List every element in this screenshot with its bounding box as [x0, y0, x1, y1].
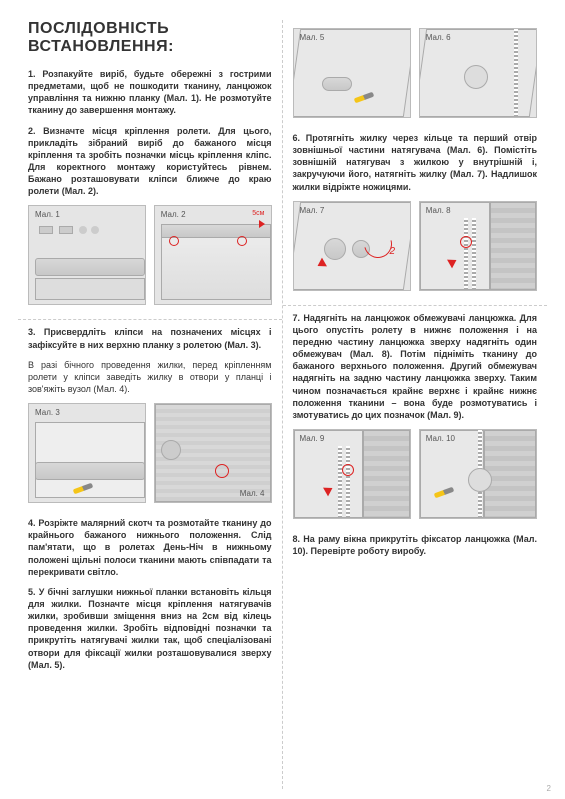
figure-9: Мал. 9: [293, 429, 411, 519]
step-4: 4. Розріжте малярний скотч та розмотайте…: [28, 517, 272, 578]
page-number: 2: [547, 784, 551, 793]
step-3b: В разі бічного проведення жилки, перед к…: [28, 359, 272, 395]
fig-label: Мал. 1: [35, 210, 60, 219]
fig-label: Мал. 2: [161, 210, 186, 219]
fig-label: Мал. 6: [426, 33, 451, 42]
fig-row-9-10: Мал. 9 Мал. 10: [293, 429, 538, 519]
red-num-2: 2: [390, 246, 396, 257]
figure-3: Мал. 3: [28, 403, 146, 503]
figure-1: Мал. 1: [28, 205, 146, 305]
step-2: 2. Визначте місця кріплення ролети. Для …: [28, 125, 272, 198]
dim-5cm: 5см: [252, 210, 264, 217]
fig-row-7-8: Мал. 7 2 Мал. 8: [293, 201, 538, 291]
fig-label: Мал. 8: [426, 206, 451, 215]
fig-label: Мал. 7: [300, 206, 325, 215]
figure-2: Мал. 2 5см: [154, 205, 272, 305]
figure-8: Мал. 8: [419, 201, 537, 291]
page-title: ПОСЛІДОВНІСТЬ ВСТАНОВЛЕННЯ:: [28, 20, 272, 56]
step-7: 7. Надягніть на ланцюжок обмежувачі ланц…: [293, 312, 538, 421]
fig-row-5-6: Мал. 5 Мал. 6: [293, 28, 538, 118]
step-6: 6. Протягніть жилку через кільце та перш…: [293, 132, 538, 193]
left-column: ПОСЛІДОВНІСТЬ ВСТАНОВЛЕННЯ: 1. Розпакуйт…: [18, 20, 283, 789]
fig-label: Мал. 9: [300, 434, 325, 443]
figure-7: Мал. 7 2: [293, 201, 411, 291]
fig-label: Мал. 5: [300, 33, 325, 42]
fig-label: Мал. 4: [240, 489, 265, 498]
figure-5: Мал. 5: [293, 28, 411, 118]
fig-row-1-2: Мал. 1 Мал. 2 5см: [28, 205, 272, 305]
step-1: 1. Розпакуйте виріб, будьте обережні з г…: [28, 68, 272, 117]
figure-6: Мал. 6: [419, 28, 537, 118]
figure-10: Мал. 10: [419, 429, 537, 519]
right-column: Мал. 5 Мал. 6 6. Протягніть жилку через …: [283, 20, 548, 789]
figure-4: Мал. 4: [154, 403, 272, 503]
step-8: 8. На раму вікна прикрутіть фіксатор лан…: [293, 533, 538, 557]
fig-label: Мал. 3: [35, 408, 60, 417]
step-3a: 3. Присвердліть кліпси на позначених міс…: [28, 326, 272, 350]
fig-row-3-4: Мал. 3 Мал. 4: [28, 403, 272, 503]
fig-label: Мал. 10: [426, 434, 455, 443]
step-5: 5. У бічні заглушки нижньої планки встан…: [28, 586, 272, 671]
